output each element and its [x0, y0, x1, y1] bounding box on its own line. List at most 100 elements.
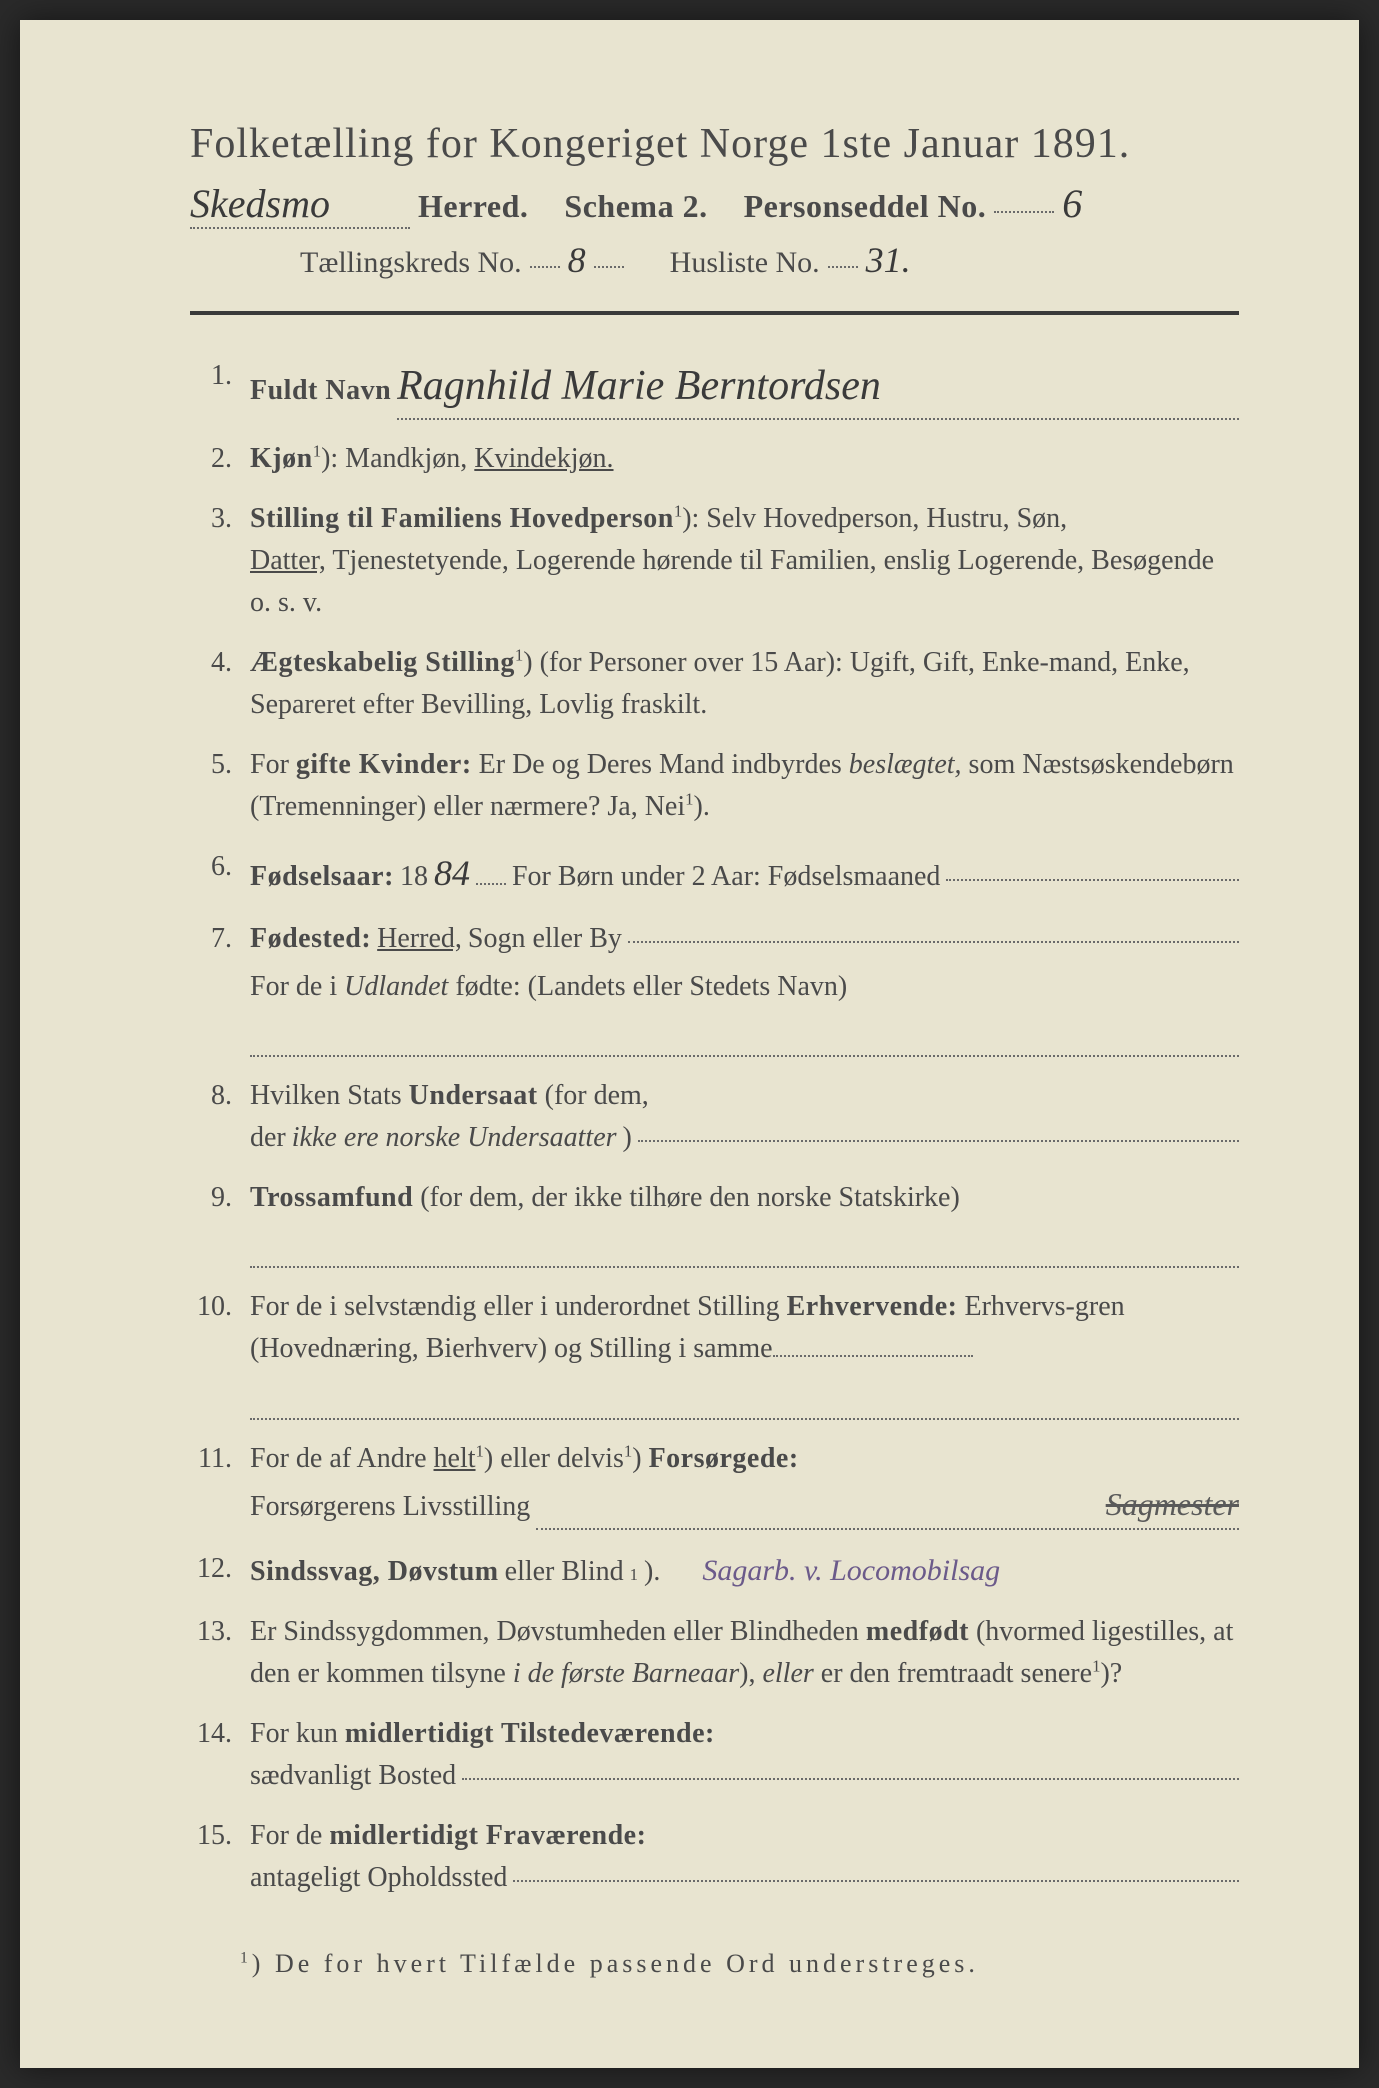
text: For de: [250, 1820, 329, 1851]
text-italic: ikke ere norske Undersaatter: [292, 1117, 617, 1159]
row-3: 3. Stilling til Familiens Hovedperson1):…: [190, 498, 1239, 624]
row-13: 13. Er Sindssygdommen, Døvstumheden elle…: [190, 1611, 1239, 1695]
husliste-label: Husliste No.: [670, 246, 820, 280]
text-italic: i de første Barneaar: [513, 1658, 739, 1689]
herred-label: Herred.: [418, 188, 528, 225]
text: Hvilken Stats: [250, 1080, 409, 1111]
subtitle-line-2: Tællingskreds No. 8 Husliste No. 31.: [300, 239, 1239, 281]
sup: 1: [674, 502, 682, 521]
row-5: 5. For gifte Kvinder: Er De og Deres Man…: [190, 744, 1239, 828]
text-italic: Udlandet: [344, 971, 448, 1002]
label-forsorgede: Forsørgede:: [649, 1443, 799, 1474]
text: antageligt Opholdssted: [250, 1857, 507, 1899]
sup: 1: [624, 1441, 632, 1460]
text: Er De og Deres Mand indbyrdes: [472, 749, 849, 780]
label-sindssvag: Sindssvag, Døvstum: [250, 1551, 499, 1593]
sup: 1: [685, 790, 693, 809]
kreds-label: Tællingskreds No.: [300, 246, 522, 280]
label-kjon: Kjøn: [250, 443, 313, 474]
row-num: 9.: [190, 1177, 250, 1268]
header-divider: [190, 311, 1239, 315]
text: For de af Andre: [250, 1443, 434, 1474]
row-num: 4.: [190, 642, 250, 726]
row-15: 15. For de midlertidigt Fraværende: anta…: [190, 1815, 1239, 1899]
label-fravaerende: midlertidigt Fraværende:: [329, 1820, 646, 1851]
text: sædvanligt Bosted: [250, 1755, 456, 1797]
text: ).: [644, 1551, 660, 1593]
text: er den fremtraadt senere: [814, 1658, 1092, 1689]
row-num: 14.: [190, 1713, 250, 1797]
label-trossamfund: Trossamfund: [250, 1182, 413, 1213]
row-10: 10. For de i selvstændig eller i underor…: [190, 1286, 1239, 1419]
row-num: 5.: [190, 744, 250, 828]
value-name: Ragnhild Marie Berntordsen: [397, 355, 881, 418]
text: eller Blind: [505, 1551, 624, 1593]
text: fødte: (Landets eller Stedets Navn): [448, 971, 847, 1002]
label-undersaat: Undersaat: [409, 1080, 538, 1111]
label-helt: helt: [434, 1443, 476, 1474]
row-num: 13.: [190, 1611, 250, 1695]
row-num: 7.: [190, 918, 250, 1057]
label-medfodt: medfødt: [866, 1616, 969, 1647]
text: ): Selv Hovedperson, Hustru, Søn,: [682, 503, 1067, 534]
form-body: 1. Fuldt Navn Ragnhild Marie Berntordsen…: [190, 355, 1239, 1899]
text: (for dem, der ikke tilhøre den norske St…: [413, 1182, 960, 1213]
label-tilstedevaerende: midlertidigt Tilstedeværende:: [345, 1718, 715, 1749]
row-12: 12. Sindssvag, Døvstum eller Blind1). Sa…: [190, 1548, 1239, 1593]
row-9: 9. Trossamfund (for dem, der ikke tilhør…: [190, 1177, 1239, 1268]
husliste-value: 31.: [866, 239, 911, 281]
label-aegteskab: Ægteskabelig Stilling: [250, 647, 515, 678]
text: der: [250, 1117, 286, 1159]
row-6: 6. Fødselsaar: 1884 For Børn under 2 Aar…: [190, 846, 1239, 900]
text: Er Sindssygdommen, Døvstumheden eller Bl…: [250, 1616, 866, 1647]
row-11: 11. For de af Andre helt1) eller delvis1…: [190, 1438, 1239, 1530]
row-num: 8.: [190, 1075, 250, 1159]
text: ): [632, 1443, 648, 1474]
text-italic: eller: [762, 1658, 813, 1689]
census-form-page: Folketælling for Kongeriget Norge 1ste J…: [20, 20, 1359, 2068]
label-stilling: Stilling til Familiens Hovedperson: [250, 503, 674, 534]
text: For Børn under 2 Aar: Fødselsmaaned: [512, 856, 941, 898]
value-kvindekjon: Kvindekjøn.: [474, 443, 613, 474]
subtitle-line-1: Skedsmo Herred. Schema 2. Personseddel N…: [190, 180, 1239, 229]
row-num: 11.: [190, 1438, 250, 1530]
text: )?: [1100, 1658, 1122, 1689]
value-year: 84: [434, 846, 470, 900]
label-fodselsaar: Fødselsaar:: [250, 856, 394, 898]
text: Tjenestetyende, Logerende hørende til Fa…: [326, 545, 1214, 576]
text: ),: [739, 1658, 762, 1689]
schema-label: Schema 2.: [564, 188, 707, 225]
row-num: 3.: [190, 498, 250, 624]
row-num: 12.: [190, 1548, 250, 1593]
text: ): [623, 1117, 632, 1159]
text: 18: [400, 856, 428, 898]
text: For: [250, 749, 296, 780]
label-fodested: Fødested:: [250, 918, 371, 960]
sup: 1: [630, 1562, 638, 1587]
row-7: 7. Fødested: Herred, Sogn eller By For d…: [190, 918, 1239, 1057]
text: ): Mandkjøn,: [321, 443, 474, 474]
kreds-value: 8: [568, 239, 586, 281]
sup: 1: [515, 646, 523, 665]
herred-value: Skedsmo: [190, 180, 410, 229]
text: ).: [694, 791, 710, 822]
sup: 1: [313, 442, 321, 461]
footnote-text: ) De for hvert Tilfælde passende Ord und…: [252, 1949, 979, 1978]
row-num: 15.: [190, 1815, 250, 1899]
row-num: 1.: [190, 355, 250, 420]
value-herred: Herred,: [377, 918, 462, 960]
text: ) eller delvis: [484, 1443, 624, 1474]
personseddel-label: Personseddel No.: [744, 188, 987, 225]
label-fuldt-navn: Fuldt Navn: [250, 370, 391, 412]
form-header: Folketælling for Kongeriget Norge 1ste J…: [190, 120, 1239, 281]
row-num: 2.: [190, 438, 250, 480]
row-num: 6.: [190, 846, 250, 900]
text: For de i selvstændig eller i underordnet…: [250, 1291, 787, 1322]
text: (for dem,: [538, 1080, 649, 1111]
text: For kun: [250, 1718, 345, 1749]
text: Forsørgerens Livsstilling: [250, 1486, 530, 1528]
label-erhvervende: Erhvervende:: [787, 1291, 958, 1322]
text: Sogn eller By: [468, 918, 622, 960]
personseddel-value: 6: [1062, 180, 1082, 227]
text-osv: o. s. v.: [250, 587, 322, 618]
